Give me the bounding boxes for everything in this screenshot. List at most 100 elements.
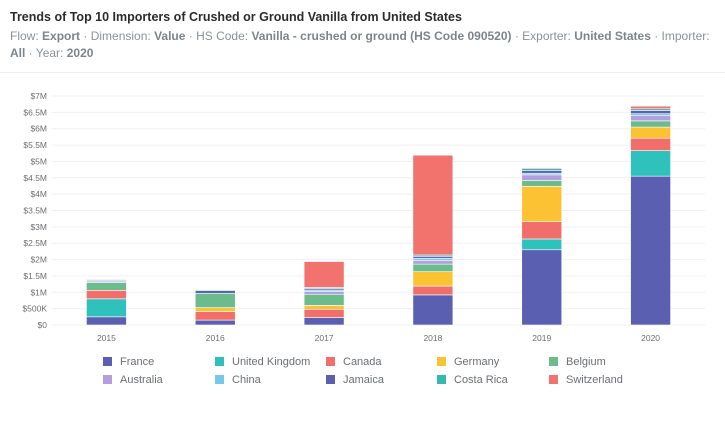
bar-segment[interactable] xyxy=(412,257,454,261)
filter-importer-label: · Importer: xyxy=(650,29,710,43)
legend-item[interactable]: Germany xyxy=(437,355,549,368)
y-tick-label: $1M xyxy=(30,287,47,297)
x-tick-label: 2020 xyxy=(641,333,660,343)
legend-item[interactable]: China xyxy=(215,373,326,386)
chart-header: Trends of Top 10 Importers of Crushed or… xyxy=(10,8,715,62)
bar-segment[interactable] xyxy=(521,185,563,222)
legend-item[interactable]: France xyxy=(103,355,215,368)
bar-segment[interactable] xyxy=(194,307,236,312)
legend-label: Canada xyxy=(343,355,382,368)
filter-flow-value: Export xyxy=(42,29,81,43)
bar-segment[interactable] xyxy=(303,261,345,288)
filter-year-value: 2020 xyxy=(66,46,94,60)
bar-segment[interactable] xyxy=(630,105,671,110)
legend-label: Switzerland xyxy=(566,373,623,386)
bar-segment[interactable] xyxy=(521,170,563,174)
bar-segment[interactable] xyxy=(303,291,345,295)
legend-label: United Kingdom xyxy=(232,355,311,368)
bar-segment[interactable] xyxy=(630,126,671,139)
legend-item[interactable]: Canada xyxy=(326,355,437,368)
x-tick-label: 2017 xyxy=(315,333,334,343)
bar-segment[interactable] xyxy=(86,290,127,300)
bar-segment[interactable] xyxy=(412,294,454,326)
x-tick-label: 2019 xyxy=(532,333,551,343)
bar-segment[interactable] xyxy=(194,319,236,326)
legend-label: Jamaica xyxy=(343,373,384,386)
bar-segment[interactable] xyxy=(303,308,345,318)
filter-hscode-label: · HS Code: xyxy=(185,29,252,43)
bar-segment[interactable] xyxy=(86,278,127,280)
bar-segment[interactable] xyxy=(194,292,236,308)
bar-segment[interactable] xyxy=(303,317,345,326)
x-tick-label: 2018 xyxy=(423,333,442,343)
bar-segment[interactable] xyxy=(521,238,563,251)
bar-segment[interactable] xyxy=(412,271,454,287)
bar-segment[interactable] xyxy=(521,180,563,187)
header-divider xyxy=(0,72,725,73)
legend-swatch xyxy=(103,357,112,366)
legend-swatch xyxy=(437,357,446,366)
chart-legend: France United Kingdom Canada Germany Belgium… xyxy=(103,355,663,386)
x-tick-label: 2016 xyxy=(206,333,225,343)
filter-importer-value: All xyxy=(10,46,26,60)
bar-segment[interactable] xyxy=(630,115,671,122)
bar-segment[interactable] xyxy=(86,316,127,326)
bar-segment[interactable] xyxy=(630,175,671,326)
y-tick-label: $500K xyxy=(22,304,47,314)
y-tick-label: $7M xyxy=(30,91,47,101)
legend-item[interactable]: Australia xyxy=(103,373,215,386)
bar-segment[interactable] xyxy=(521,249,563,326)
chart-title: Trends of Top 10 Importers of Crushed or… xyxy=(10,10,462,24)
filter-exporter-value: United States xyxy=(574,29,651,43)
legend-item[interactable]: United Kingdom xyxy=(215,355,326,368)
bar-segment[interactable] xyxy=(630,110,671,114)
bar-segment[interactable] xyxy=(630,120,671,128)
chart-filters: Flow: Export · Dimension: Value · HS Cod… xyxy=(10,28,715,62)
bar-segment[interactable] xyxy=(412,263,454,272)
legend-swatch xyxy=(549,357,558,366)
x-tick-label: 2015 xyxy=(97,333,116,343)
legend-label: France xyxy=(120,355,155,368)
bar-segment[interactable] xyxy=(412,285,454,296)
bar-segment[interactable] xyxy=(303,305,345,310)
filter-dimension-label: · Dimension: xyxy=(80,29,155,43)
y-tick-label: $2M xyxy=(30,255,47,265)
legend-item[interactable]: Switzerland xyxy=(549,373,661,386)
y-tick-label: $6.5M xyxy=(23,107,47,117)
filter-flow-label: Flow: xyxy=(10,29,43,43)
legend-label: China xyxy=(232,373,261,386)
legend-item[interactable]: Jamaica xyxy=(326,373,437,386)
filter-exporter-label: · Exporter: xyxy=(511,29,575,43)
legend-item[interactable]: Belgium xyxy=(549,355,661,368)
legend-label: Costa Rica xyxy=(454,373,508,386)
bar-segment[interactable] xyxy=(630,150,671,177)
bar-segment[interactable] xyxy=(521,221,563,240)
legend-label: Australia xyxy=(120,373,163,386)
y-tick-label: $2.5M xyxy=(23,238,47,248)
y-tick-label: $5M xyxy=(30,156,47,166)
legend-swatch xyxy=(437,375,446,384)
bar-segment[interactable] xyxy=(412,260,454,265)
bar-segment[interactable] xyxy=(194,311,236,321)
bar-segment[interactable] xyxy=(86,298,127,318)
legend-swatch xyxy=(326,375,335,384)
legend-swatch xyxy=(103,375,112,384)
bar-segment[interactable] xyxy=(630,137,671,151)
bar-segment[interactable] xyxy=(194,290,236,294)
bar-segment[interactable] xyxy=(194,289,236,291)
bar-segment[interactable] xyxy=(303,293,345,306)
legend-swatch xyxy=(326,357,335,366)
legend-item[interactable]: Costa Rica xyxy=(437,373,549,386)
y-tick-label: $0 xyxy=(38,320,48,330)
filter-hscode-value: Vanilla - crushed or ground (HS Code 090… xyxy=(251,29,512,43)
bar-segment[interactable] xyxy=(521,167,563,169)
bar-segment[interactable] xyxy=(412,154,454,256)
legend-swatch xyxy=(215,375,224,384)
bar-segment[interactable] xyxy=(86,282,127,291)
bar-segment[interactable] xyxy=(521,174,563,181)
legend-swatch xyxy=(549,375,558,384)
legend-swatch xyxy=(215,357,224,366)
y-tick-label: $1.5M xyxy=(23,271,47,281)
y-tick-label: $4.5M xyxy=(23,173,47,183)
